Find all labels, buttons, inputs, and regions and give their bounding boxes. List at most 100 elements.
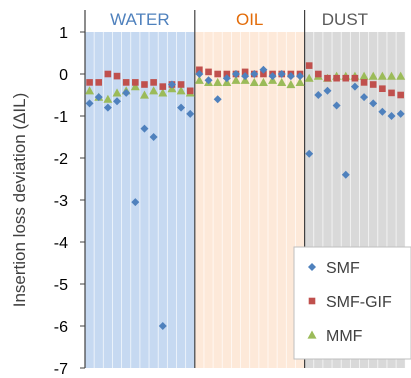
point-smf (250, 70, 259, 78)
point-smf (122, 88, 131, 97)
point-mmf (277, 77, 287, 86)
point-smf-gif (86, 79, 93, 86)
legend-label-smf-gif: SMF-GIF (326, 294, 392, 311)
point-smf-gif (315, 70, 322, 78)
point-smf (195, 70, 204, 78)
point-smf-gif (95, 79, 103, 86)
point-smf (259, 65, 268, 74)
point-mmf (368, 71, 378, 80)
point-smf-gif (379, 85, 386, 92)
y-tick-label: -7 (54, 361, 68, 378)
y-tick-label: -1 (54, 109, 68, 126)
point-mmf (231, 75, 241, 84)
point-mmf (130, 82, 140, 91)
point-smf-gif (241, 68, 249, 76)
point-smf (268, 72, 277, 81)
point-smf (323, 86, 332, 95)
point-smf-gif (159, 83, 167, 90)
point-smf-gif (186, 87, 194, 95)
region-label-water: WATER (110, 10, 170, 29)
point-smf (85, 99, 94, 108)
y-tick-label: -4 (54, 235, 68, 252)
region-label-oil: OIL (236, 10, 263, 29)
point-smf-gif (177, 81, 185, 88)
point-smf-gif (122, 79, 130, 86)
point-smf-gif (342, 74, 350, 82)
point-smf-gif (214, 70, 221, 78)
legend-label-smf: SMF (326, 260, 360, 277)
point-smf-gif (333, 74, 340, 82)
point-smf (213, 95, 222, 104)
point-mmf (112, 88, 122, 97)
point-smf-gif (351, 74, 359, 82)
point-smf (113, 97, 122, 106)
y-tick-label: 1 (59, 25, 68, 42)
point-smf-gif (205, 68, 212, 76)
y-tick-label: -5 (54, 277, 68, 294)
point-smf-gif (196, 66, 203, 74)
y-tick-label: -3 (54, 193, 68, 210)
point-smf (341, 170, 350, 179)
y-axis: 1 0 -1 -2 -3 -4 -5 -6 -7 (54, 10, 86, 378)
y-tick-label: -6 (54, 319, 68, 336)
point-smf-gif (141, 81, 148, 88)
legend: SMF SMF-GIF MMF (293, 246, 411, 360)
point-smf (103, 103, 112, 112)
point-smf (222, 74, 231, 83)
point-mmf (103, 94, 113, 103)
point-smf-gif (132, 79, 139, 86)
point-smf-gif (388, 89, 395, 97)
legend-marker-smf (308, 263, 316, 271)
point-smf (131, 198, 140, 207)
point-smf (296, 72, 305, 81)
point-smf (231, 70, 240, 78)
point-smf-gif (113, 72, 121, 80)
point-mmf (295, 77, 305, 86)
point-mmf (149, 86, 159, 95)
point-mmf (396, 71, 406, 80)
point-smf (277, 70, 286, 78)
point-mmf (377, 71, 387, 80)
point-mmf (85, 86, 95, 95)
point-mmf (359, 71, 369, 80)
point-smf (305, 149, 314, 158)
point-smf (140, 124, 149, 133)
point-smf (158, 322, 167, 330)
point-smf (396, 109, 405, 118)
point-mmf (387, 71, 397, 80)
point-mmf (258, 77, 268, 86)
point-mmf (286, 80, 296, 89)
point-smf (369, 99, 378, 108)
point-smf (378, 107, 387, 116)
y-tick-label: 0 (59, 67, 68, 84)
point-mmf (139, 90, 149, 99)
point-smf (149, 133, 158, 141)
series-smf (85, 65, 405, 330)
legend-marker-mmf (307, 330, 317, 339)
point-smf (360, 93, 369, 102)
point-smf-gif (369, 81, 377, 88)
point-smf-gif (260, 70, 267, 78)
point-smf-gif (104, 70, 112, 78)
point-smf (350, 82, 359, 91)
region-label-dust: DUST (322, 10, 368, 29)
point-mmf (249, 77, 259, 86)
legend-marker-smf-gif (308, 297, 316, 305)
point-smf (332, 101, 341, 110)
series-layer (85, 62, 406, 330)
point-mmf (213, 77, 223, 86)
point-mmf (158, 88, 168, 97)
legend-label-mmf: MMF (326, 328, 363, 345)
point-smf-gif (324, 74, 331, 82)
y-tick-label: -2 (54, 151, 68, 168)
point-smf-gif (223, 70, 231, 78)
point-smf (314, 91, 323, 99)
point-smf-gif (397, 91, 404, 99)
point-smf (241, 72, 250, 81)
point-smf (286, 72, 295, 81)
point-smf (186, 109, 195, 118)
point-smf (167, 80, 176, 89)
y-axis-label: Insertion loss deviation (ΔIL) (10, 93, 29, 308)
point-mmf (194, 75, 204, 84)
